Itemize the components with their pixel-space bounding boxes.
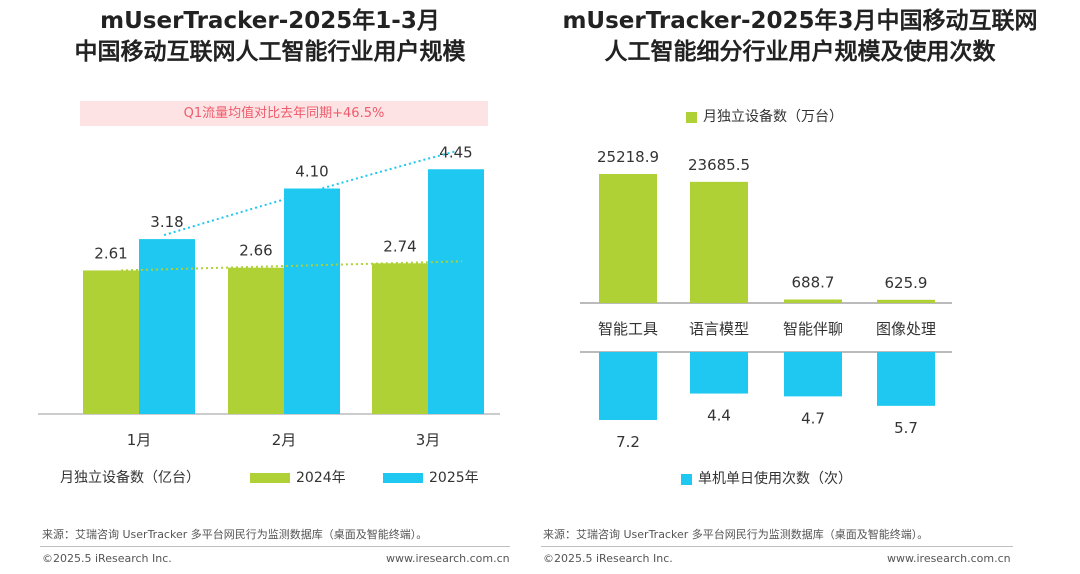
category-label-3: 智能伴聊 xyxy=(783,320,843,338)
data-label-2025-2: 4.10 xyxy=(295,163,328,181)
right-bar-chart: 25218.9 7.2 智能工具 23685.5 4.4 语言模型 688.7 4.7 智能伴聊… xyxy=(580,148,952,451)
data-label-2024-1: 2.61 xyxy=(94,244,127,262)
data-label-2025-1: 3.18 xyxy=(150,213,183,231)
trendline-2024 xyxy=(120,260,463,272)
data-label-2024-3: 2.74 xyxy=(383,237,416,255)
left-title-line2: 中国移动互联网人工智能行业用户规模 xyxy=(74,39,466,65)
bar-2024-1 xyxy=(83,270,139,414)
data-label-devices-2: 23685.5 xyxy=(688,156,750,174)
left-copyright: ©2025.5 iResearch Inc. xyxy=(42,552,172,565)
legend-label-2025: 2025年 xyxy=(429,470,479,486)
legend-label-devices: 月独立设备数（万台） xyxy=(703,109,843,125)
bar-2024-3 xyxy=(372,263,428,414)
bar-usage-4 xyxy=(877,352,935,406)
data-label-devices-1: 25218.9 xyxy=(597,148,659,166)
left-footer-rule xyxy=(40,546,510,547)
bar-2024-2 xyxy=(228,267,284,414)
legend-swatch-devices xyxy=(686,111,697,123)
data-label-2025-3: 4.45 xyxy=(439,143,472,161)
x-tick-label-2: 2月 xyxy=(272,431,297,449)
data-label-usage-3: 4.7 xyxy=(801,409,825,427)
category-label-1: 智能工具 xyxy=(598,320,658,338)
left-chart-title: mUserTracker-2025年1-3月 中国移动互联网人工智能行业用户规模 xyxy=(30,6,510,68)
left-bar-chart: 2.61 3.18 1月 2.66 4.10 2月 2.74 4.45 3月 xyxy=(38,143,500,449)
right-title-line2: 人工智能细分行业用户规模及使用次数 xyxy=(604,39,996,65)
bar-devices-4 xyxy=(877,299,935,303)
bar-2025-1 xyxy=(139,239,195,414)
right-footer-rule xyxy=(541,546,1013,547)
data-label-usage-4: 5.7 xyxy=(894,419,918,437)
legend-item-usage: 单机单日使用次数（次） xyxy=(681,468,852,488)
legend-item-2024: 2024年 xyxy=(250,467,346,487)
data-label-usage-1: 7.2 xyxy=(616,433,640,451)
legend-label-usage: 单机单日使用次数（次） xyxy=(698,471,852,487)
yoy-growth-callout: Q1流量均值对比去年同期+46.5% xyxy=(80,101,488,126)
right-chart-title: mUserTracker-2025年3月中国移动互联网 人工智能细分行业用户规模… xyxy=(540,6,1060,68)
legend-item-2025: 2025年 xyxy=(383,467,479,487)
legend-label-2024: 2024年 xyxy=(296,470,346,486)
bar-2025-2 xyxy=(284,188,340,414)
x-tick-label-1: 1月 xyxy=(127,431,152,449)
left-title-line1: mUserTracker-2025年1-3月 xyxy=(100,8,440,34)
data-label-devices-4: 625.9 xyxy=(885,274,928,292)
bar-usage-2 xyxy=(690,352,748,394)
bar-2025-3 xyxy=(428,169,484,414)
bar-devices-2 xyxy=(690,181,748,303)
legend-swatch-2025 xyxy=(383,473,423,483)
data-label-devices-3: 688.7 xyxy=(792,273,835,291)
legend-item-devices: 月独立设备数（万台） xyxy=(686,106,843,126)
category-label-4: 图像处理 xyxy=(876,320,936,338)
left-website: www.iresearch.com.cn xyxy=(386,552,510,565)
legend-swatch-usage xyxy=(681,473,692,485)
bar-devices-3 xyxy=(784,299,842,303)
data-label-usage-2: 4.4 xyxy=(707,407,731,425)
bar-usage-1 xyxy=(599,352,657,420)
right-title-line1: mUserTracker-2025年3月中国移动互联网 xyxy=(562,8,1038,34)
left-source-note: 来源：艾瑞咨询 UserTracker 多平台网民行为监测数据库（桌面及智能终端… xyxy=(42,528,428,541)
x-tick-label-3: 3月 xyxy=(416,431,441,449)
left-y-label: 月独立设备数（亿台） xyxy=(60,470,200,486)
bar-devices-1 xyxy=(599,174,657,303)
category-label-2: 语言模型 xyxy=(689,320,749,338)
right-copyright: ©2025.5 iResearch Inc. xyxy=(543,552,673,565)
right-source-note: 来源：艾瑞咨询 UserTracker 多平台网民行为监测数据库（桌面及智能终端… xyxy=(543,528,929,541)
bar-usage-3 xyxy=(784,352,842,397)
right-website: www.iresearch.com.cn xyxy=(887,552,1011,565)
legend-swatch-2024 xyxy=(250,473,290,483)
data-label-2024-2: 2.66 xyxy=(239,242,272,260)
